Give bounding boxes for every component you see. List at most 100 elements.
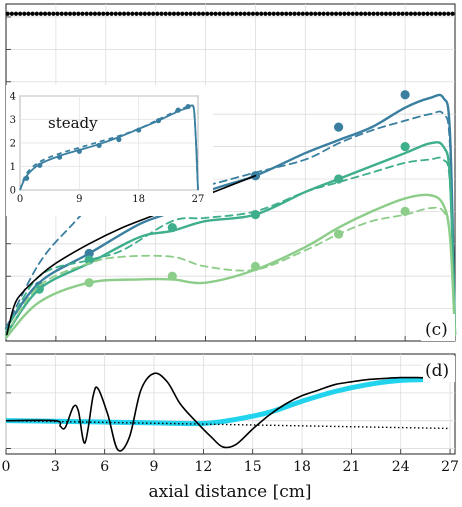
panel-d-label-box: (d) (423, 356, 455, 382)
top-dot (408, 11, 414, 16)
top-dot (126, 11, 131, 16)
inset-y-tick-label: 3 (10, 115, 16, 126)
data-point-green (167, 222, 177, 233)
top-dot (88, 11, 93, 16)
top-dot (350, 11, 355, 16)
inset-x-tick-label: 9 (76, 194, 82, 205)
panel-c-series (4, 90, 457, 339)
inset-y-tick-label: 0 (10, 186, 16, 197)
top-dot (92, 11, 98, 16)
top-dot (271, 11, 276, 16)
inset-data-point (96, 142, 102, 148)
inset-y-tick-label: 2 (10, 139, 16, 150)
inset-x-tick-label: 27 (192, 194, 205, 205)
top-dot (151, 11, 156, 16)
top-dot (5, 11, 10, 16)
inset-data-point (56, 154, 63, 160)
top-dot (184, 11, 189, 16)
inset-x-tick-label: 0 (17, 194, 23, 205)
top-dot (121, 11, 127, 16)
top-dot (246, 11, 251, 16)
top-dot (34, 11, 39, 16)
top-dot (30, 11, 35, 16)
top-dot (109, 11, 114, 16)
inset-data-point (185, 103, 191, 110)
top-dot (22, 11, 27, 16)
top-dot (18, 11, 23, 16)
top-dot (404, 11, 409, 16)
top-dot (142, 11, 147, 16)
top-dot (55, 11, 60, 16)
top-dot (379, 11, 384, 16)
top-dot (155, 11, 160, 16)
inset-title: steady (48, 114, 98, 132)
top-dot (437, 11, 443, 16)
top-dot (47, 11, 52, 16)
top-dot (42, 11, 48, 16)
inset-data-point (23, 175, 30, 181)
top-dot (238, 11, 243, 16)
x-tick-label: 21 (342, 459, 360, 475)
top-dot (400, 11, 405, 16)
top-dot (371, 11, 376, 16)
top-dot (259, 11, 264, 16)
top-dot (97, 11, 102, 16)
panel-d-series (5, 372, 451, 452)
data-point-green (333, 174, 344, 184)
top-dot (363, 11, 368, 16)
top-dot (346, 11, 351, 16)
x-tick-label: 27 (441, 459, 459, 475)
panel-d-label: (d) (425, 361, 449, 381)
series-dark_blue-solid (4, 93, 457, 336)
top-dot (192, 11, 197, 16)
x-tick-label: 6 (100, 459, 109, 475)
top-dot (375, 11, 380, 16)
top-dot (101, 11, 106, 16)
top-dot (267, 11, 272, 16)
top-dot (388, 11, 393, 16)
top-dot (76, 11, 81, 16)
top-dot (9, 11, 14, 16)
data-point-light_green (400, 206, 410, 216)
top-dot (338, 11, 343, 16)
inset-x-tick-label: 18 (132, 194, 145, 205)
top-dot (383, 11, 389, 16)
top-dot (279, 11, 285, 16)
inset-y-tick-label: 1 (10, 162, 16, 173)
top-dot (446, 11, 451, 16)
top-dot (138, 11, 143, 16)
inset-tick-labels: 0 9 18 27 0 1 2 3 4 (10, 92, 205, 206)
top-dot (263, 11, 268, 16)
top-dot (288, 11, 293, 16)
top-dot (13, 11, 19, 16)
top-dot (130, 11, 135, 16)
inset-steady: 0 9 18 27 0 1 2 3 4 steady (6, 85, 213, 216)
data-point-light_green (250, 261, 261, 272)
top-dot (159, 11, 164, 16)
panel-c-label: (c) (425, 320, 448, 340)
x-tick-label: 0 (2, 459, 11, 475)
top-dot (284, 11, 289, 16)
top-dot (333, 11, 339, 16)
top-dot (171, 11, 177, 16)
top-dot (63, 11, 68, 16)
top-dot (317, 11, 322, 16)
panel-d-x-tick-labels: 0 3 6 9 12 15 18 21 24 27 (2, 459, 459, 475)
inset-data-point (136, 127, 142, 133)
inset-y-tick-label: 4 (10, 92, 16, 103)
panel-d-series-cyan-thick (5, 376, 451, 427)
top-dot (329, 11, 335, 16)
top-dot (309, 11, 314, 16)
top-dot (51, 11, 56, 16)
top-dot (176, 11, 181, 16)
top-dot (300, 11, 305, 16)
top-dot (188, 11, 193, 16)
panel-c-label-box: (c) (421, 314, 455, 341)
data-point-light_green (333, 229, 344, 239)
x-tick-label: 24 (392, 459, 410, 475)
panel-c: (c) 0 9 18 27 0 1 2 3 4 steady (4, 3, 457, 342)
top-dot (230, 11, 235, 16)
top-dot (217, 11, 222, 16)
top-dot (354, 11, 359, 16)
